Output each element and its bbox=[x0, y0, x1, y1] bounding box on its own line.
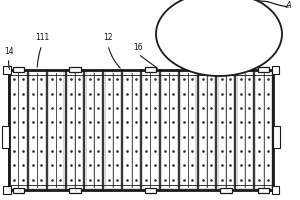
Text: 14: 14 bbox=[4, 47, 14, 56]
Bar bbox=[145, 188, 156, 193]
Bar bbox=[57, 72, 63, 188]
Bar bbox=[226, 72, 233, 188]
Bar bbox=[219, 72, 225, 188]
Text: 16: 16 bbox=[133, 43, 143, 52]
Bar bbox=[264, 72, 271, 188]
Bar bbox=[113, 72, 120, 188]
Bar bbox=[69, 67, 81, 72]
Bar bbox=[151, 72, 158, 188]
Bar bbox=[69, 188, 81, 193]
Bar bbox=[143, 72, 150, 188]
Bar bbox=[272, 186, 279, 194]
Bar bbox=[9, 70, 273, 190]
Circle shape bbox=[156, 0, 282, 76]
Bar bbox=[49, 72, 56, 188]
Bar bbox=[258, 188, 269, 193]
Bar bbox=[68, 72, 74, 188]
Bar bbox=[162, 72, 169, 188]
Bar bbox=[220, 67, 232, 72]
Bar bbox=[170, 72, 177, 188]
Bar bbox=[76, 72, 82, 188]
Bar bbox=[19, 72, 26, 188]
Bar bbox=[238, 72, 244, 188]
Bar bbox=[3, 66, 10, 74]
Bar bbox=[124, 72, 131, 188]
Bar bbox=[2, 126, 9, 148]
Bar bbox=[132, 72, 139, 188]
Bar bbox=[189, 72, 195, 188]
Bar bbox=[273, 126, 280, 148]
Bar bbox=[200, 72, 206, 188]
Bar bbox=[208, 72, 214, 188]
Text: A: A bbox=[285, 1, 291, 10]
Bar bbox=[272, 66, 279, 74]
Text: 12: 12 bbox=[103, 33, 113, 42]
Bar bbox=[220, 188, 232, 193]
Bar bbox=[13, 67, 24, 72]
Bar bbox=[181, 72, 188, 188]
Bar bbox=[145, 67, 156, 72]
Bar bbox=[9, 70, 273, 190]
Bar bbox=[38, 72, 45, 188]
Bar bbox=[106, 72, 112, 188]
Bar bbox=[30, 72, 37, 188]
Bar bbox=[13, 188, 24, 193]
Bar bbox=[3, 186, 10, 194]
Text: 111: 111 bbox=[35, 33, 49, 42]
Bar bbox=[258, 67, 269, 72]
Bar bbox=[245, 72, 252, 188]
Bar bbox=[94, 72, 101, 188]
Bar bbox=[256, 72, 263, 188]
Bar bbox=[87, 72, 93, 188]
Bar bbox=[11, 72, 18, 188]
